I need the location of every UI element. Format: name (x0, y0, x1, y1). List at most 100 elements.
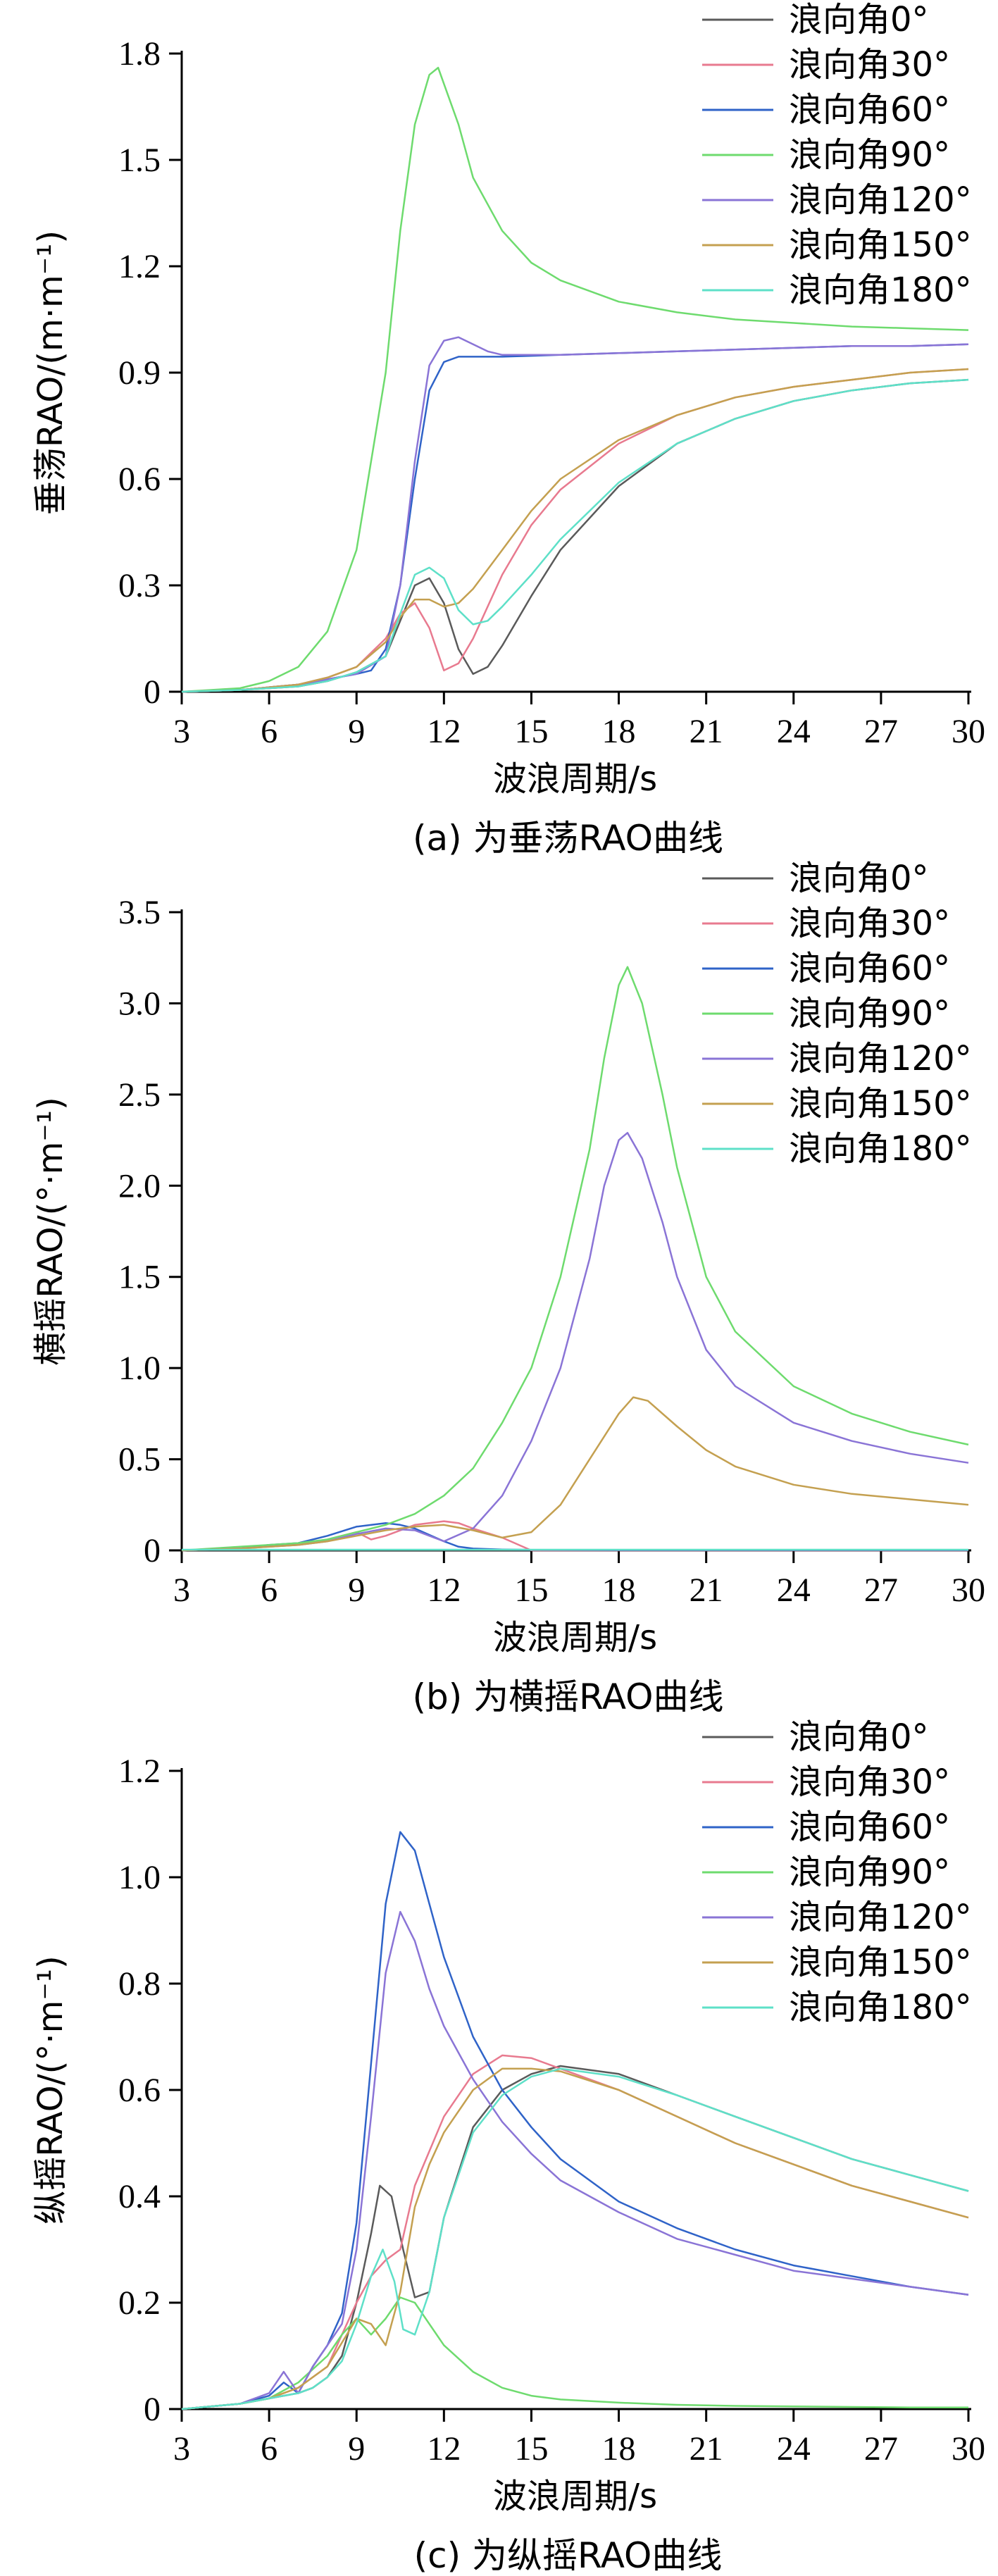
series-line-4 (181, 1910, 969, 2410)
y-axis-title: 纵摇RAO/(°·m⁻¹) (31, 1955, 70, 2224)
legend-label: 浪向角60° (789, 90, 950, 130)
y-tick-label: 0.2 (118, 2284, 161, 2322)
x-tick-label: 12 (427, 713, 461, 750)
y-tick-label: 0.3 (118, 567, 161, 604)
legend-label: 浪向角30° (789, 1762, 950, 1802)
legend-label: 浪向角90° (789, 135, 950, 175)
legend-label: 浪向角90° (789, 1853, 950, 1892)
y-tick-label: 0.8 (118, 1965, 161, 2003)
y-tick-label: 1.0 (118, 1350, 161, 1387)
y-tick-label: 0.6 (118, 2072, 161, 2109)
y-tick-label: 3.0 (118, 985, 161, 1022)
chart-a: 3 6 9 12 15 18 21 24 27 30 0 0.3 0.6 0.9 1.2 1.5 1.8 波浪周期… (31, 0, 985, 859)
x-tick-label: 30 (952, 2430, 985, 2468)
y-tick-label: 0 (144, 1532, 161, 1569)
series-line-5 (181, 1396, 969, 1552)
x-tick-label: 12 (427, 1572, 461, 1609)
figure-caption: (a) 为垂荡RAO曲线 (413, 818, 723, 859)
series-line-1 (181, 2054, 969, 2410)
y-tick-label: 0.9 (118, 354, 161, 392)
y-tick-label: 0 (144, 673, 161, 711)
chart-b: 3 6 9 12 15 18 21 24 27 30 0 0.5 1.0 1.5 2.0 2.5 3.0 3.5 波… (31, 859, 985, 1717)
chart-panel-b: 3 6 9 12 15 18 21 24 27 30 0 0.5 1.0 1.5 2.0 2.5 3.0 3.5 波… (0, 859, 998, 1717)
x-axis-title: 波浪周期/s (493, 1618, 657, 1657)
x-tick-label: 27 (864, 713, 898, 750)
chart-panel-a: 3 6 9 12 15 18 21 24 27 30 0 0.3 0.6 0.9 1.2 1.5 1.8 波浪周期… (0, 0, 998, 859)
x-tick-label: 30 (952, 713, 985, 750)
figure-caption: (c) 为纵摇RAO曲线 (414, 2535, 723, 2576)
legend-label: 浪向角120° (789, 1898, 972, 1937)
x-tick-label: 21 (690, 713, 723, 750)
x-tick-label: 18 (602, 713, 636, 750)
series-line-3 (181, 66, 969, 693)
series-line-6 (181, 378, 969, 693)
y-tick-label: 1.8 (118, 35, 161, 73)
y-tick-label: 1.2 (118, 1753, 161, 1790)
x-tick-label: 21 (690, 2430, 723, 2468)
series-line-3 (181, 966, 969, 1552)
series-line-2 (181, 1522, 968, 1552)
series-line-5 (181, 368, 969, 693)
legend-label: 浪向角180° (789, 1129, 972, 1169)
legend-label: 浪向角0° (789, 0, 929, 39)
y-tick-label: 2.0 (118, 1167, 161, 1205)
legend-label: 浪向角120° (789, 180, 972, 220)
y-tick-label: 1.5 (118, 1259, 161, 1296)
x-tick-label: 3 (173, 713, 190, 750)
y-tick-label: 3.5 (118, 894, 161, 931)
legend-label: 浪向角180° (789, 1988, 972, 2027)
x-tick-label: 3 (173, 2430, 190, 2468)
x-tick-label: 30 (952, 1572, 985, 1609)
x-tick-label: 27 (864, 1572, 898, 1609)
y-tick-label: 0.6 (118, 461, 161, 498)
series-line-0 (181, 2065, 969, 2410)
series-line-1 (181, 1520, 968, 1552)
legend-label: 浪向角0° (789, 859, 929, 898)
series-line-2 (181, 343, 969, 693)
y-tick-label: 0.5 (118, 1441, 161, 1479)
figure-caption: (b) 为横摇RAO曲线 (412, 1676, 723, 1717)
legend-label: 浪向角90° (789, 994, 950, 1033)
y-tick-label: 1.2 (118, 248, 161, 285)
x-tick-label: 6 (261, 713, 277, 750)
legend-label: 浪向角60° (789, 949, 950, 988)
legend-label: 浪向角180° (789, 270, 972, 310)
x-tick-label: 27 (864, 2430, 898, 2468)
series-line-1 (181, 368, 969, 693)
y-tick-label: 1.5 (118, 142, 161, 179)
x-tick-label: 6 (261, 1572, 277, 1609)
y-axis-title: 横摇RAO/(°·m⁻¹) (31, 1097, 70, 1365)
x-tick-label: 24 (777, 1572, 811, 1609)
legend-label: 浪向角60° (789, 1807, 950, 1847)
x-tick-label: 9 (348, 2430, 365, 2468)
y-tick-label: 0.4 (118, 2178, 161, 2215)
y-tick-label: 0 (144, 2391, 161, 2428)
legend-label: 浪向角30° (789, 904, 950, 943)
x-tick-label: 6 (261, 2430, 277, 2468)
x-tick-label: 15 (514, 2430, 548, 2468)
series-line-3 (181, 2296, 968, 2410)
x-tick-label: 24 (777, 713, 811, 750)
x-tick-label: 9 (348, 1572, 365, 1609)
x-axis-title: 波浪周期/s (493, 2477, 657, 2516)
x-tick-label: 18 (602, 1572, 636, 1609)
series-line-0 (181, 378, 969, 693)
x-tick-label: 18 (602, 2430, 636, 2468)
x-tick-label: 24 (777, 2430, 811, 2468)
y-tick-label: 1.0 (118, 1859, 161, 1896)
legend-label: 浪向角150° (789, 1084, 972, 1124)
y-tick-label: 2.5 (118, 1076, 161, 1114)
x-axis-title: 波浪周期/s (493, 759, 657, 799)
chart-panel-c: 3 6 9 12 15 18 21 24 27 30 0 0.2 0.4 0.6 0.8 1.0 1.2 波浪周期… (0, 1717, 998, 2576)
x-tick-label: 15 (514, 1572, 548, 1609)
x-tick-label: 21 (690, 1572, 723, 1609)
chart-c: 3 6 9 12 15 18 21 24 27 30 0 0.2 0.4 0.6 0.8 1.0 1.2 波浪周期… (31, 1717, 985, 2576)
x-tick-label: 9 (348, 713, 365, 750)
series-line-6 (181, 2067, 969, 2410)
x-tick-label: 3 (173, 1572, 190, 1609)
legend-label: 浪向角150° (789, 225, 972, 265)
legend-label: 浪向角120° (789, 1039, 972, 1078)
series-line-4 (181, 1131, 969, 1552)
legend-label: 浪向角0° (789, 1717, 929, 1757)
y-axis-title: 垂荡RAO/(m·m⁻¹) (31, 230, 70, 515)
